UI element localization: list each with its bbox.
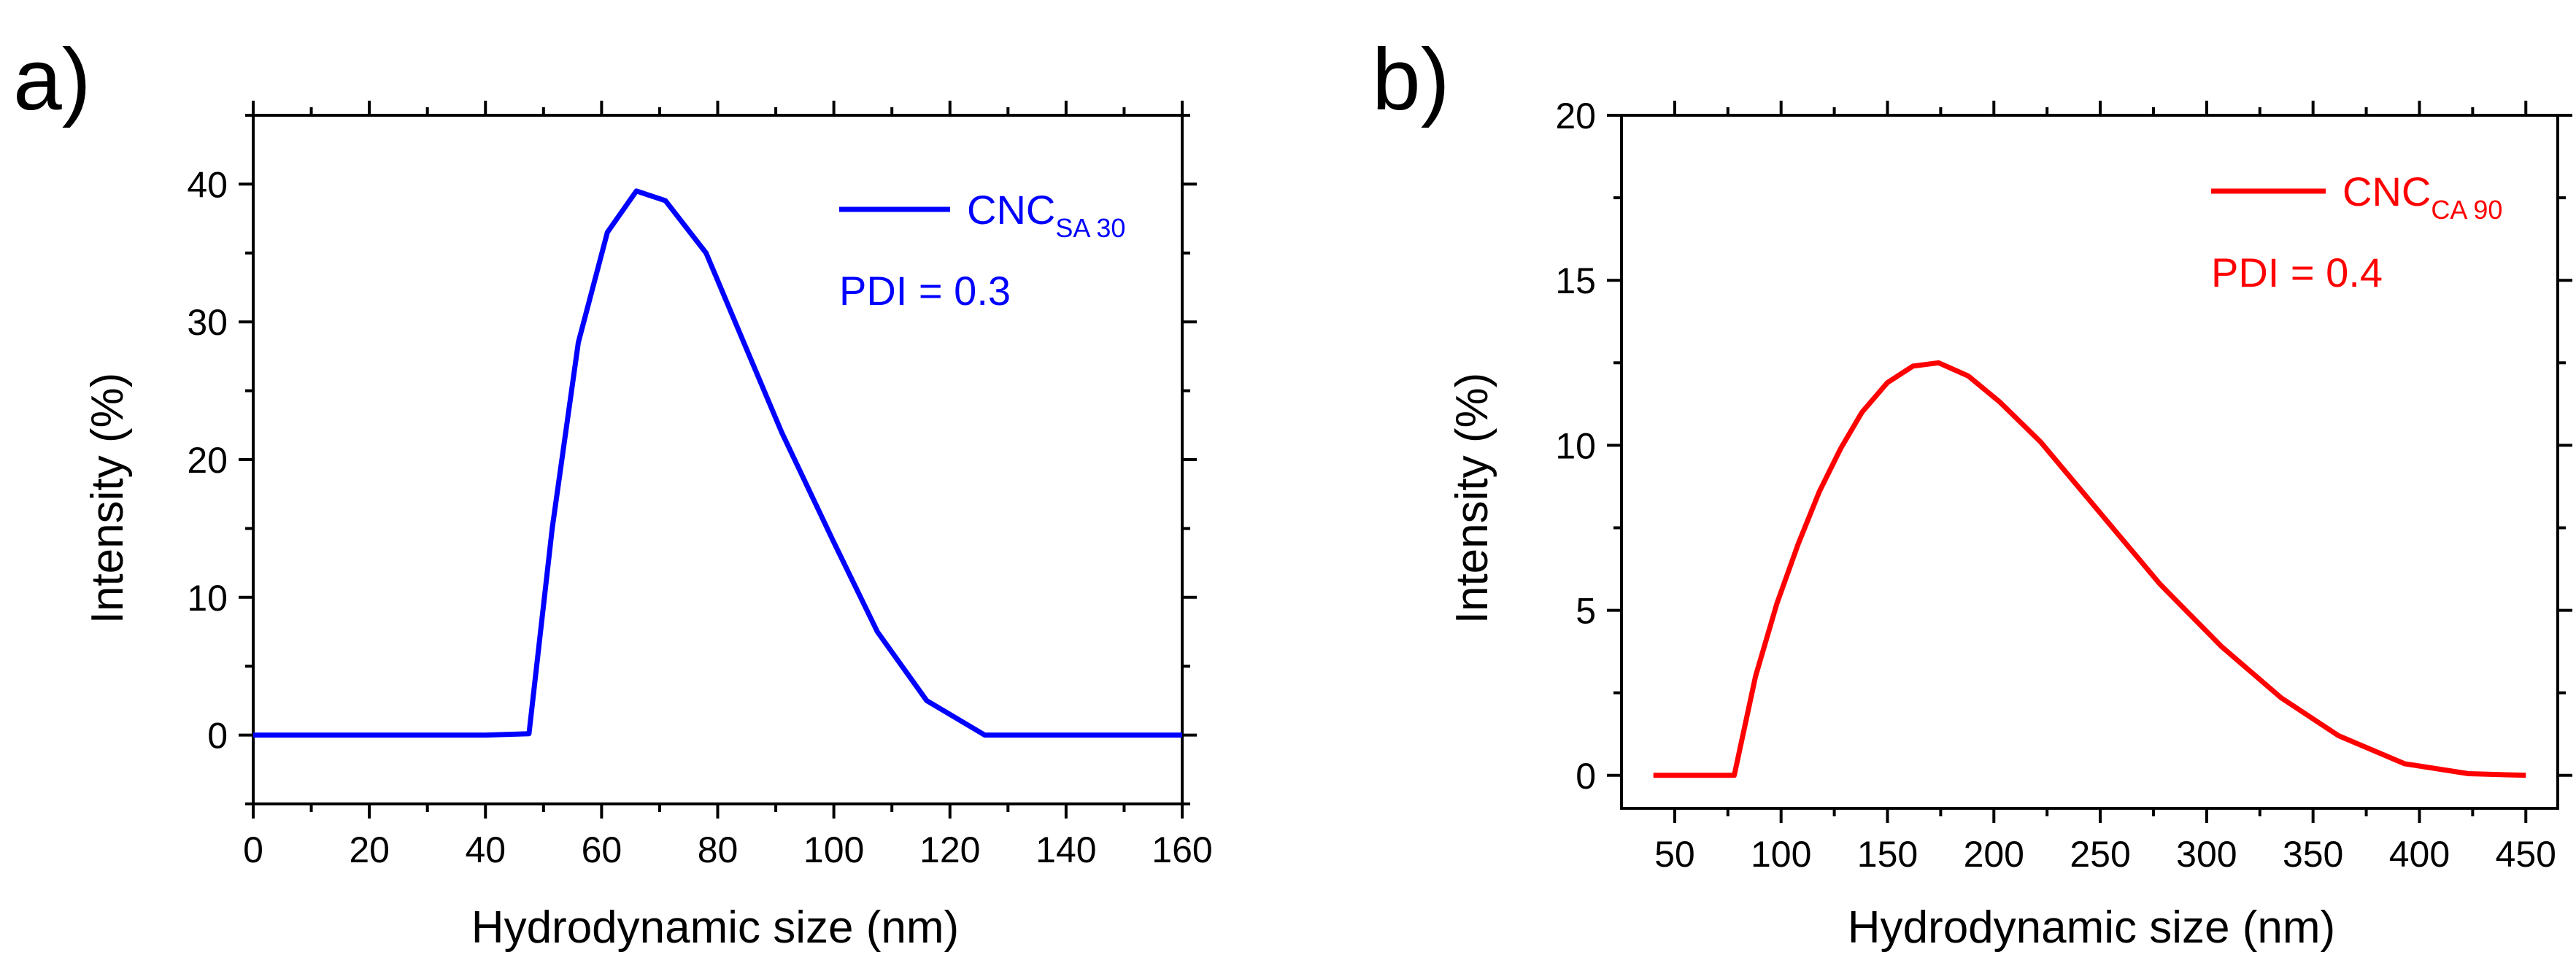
panel-a-x-tick-label: 40 (465, 829, 506, 870)
panel-b-y-tick-label: 5 (1576, 591, 1596, 632)
panel-a-x-tick-label: 20 (349, 829, 390, 870)
panel-b-y-axis-title: Intensity (%) (1447, 373, 1497, 624)
panel-a-pdi-annotation: PDI = 0.3 (839, 268, 1011, 314)
panel-a-x-tick-label: 60 (582, 829, 622, 870)
panel-b-x-tick-label: 150 (1857, 834, 1918, 875)
panel-b-x-tick-label: 100 (1751, 834, 1811, 875)
panel-b-x-tick-label: 250 (2070, 834, 2130, 875)
panel-b-legend-label: CNCCA 90 (2342, 169, 2502, 225)
panel-b-letter: b) (1372, 31, 1450, 128)
panel-b-x-tick-label: 300 (2176, 834, 2237, 875)
panel-b-pdi-annotation: PDI = 0.4 (2211, 249, 2383, 295)
panel-b-x-tick-label: 200 (1964, 834, 2024, 875)
panel-a-legend-subscript: SA 30 (1055, 213, 1125, 243)
panel-b-y-tick-label: 15 (1555, 260, 1596, 301)
panel-b-x-tick-label: 450 (2496, 834, 2556, 875)
panel-a-x-tick-label: 140 (1036, 829, 1096, 870)
panel-a-series-line (253, 188, 1182, 738)
panel-a-letter: a) (13, 31, 91, 128)
panel-a-legend-label: CNCSA 30 (967, 187, 1125, 243)
panel-a-y-axis-title: Intensity (%) (82, 373, 133, 624)
panel-b-chart: 50 100 150 200 250 300 350 400 450 0 5 10 15 20 CNCCA … (1555, 96, 2572, 875)
panel-b-series-line (1653, 360, 2526, 778)
panel-a-y-tick-label: 30 (187, 302, 228, 343)
panel-a-x-tick-label: 100 (803, 829, 864, 870)
panel-a-x-tick-label: 0 (243, 829, 263, 870)
panel-a-x-tick-label: 120 (919, 829, 980, 870)
panel-a-y-tick-label: 40 (187, 164, 228, 205)
panel-a-x-tick-label: 80 (698, 829, 739, 870)
panel-b-y-tick-label: 20 (1555, 96, 1596, 136)
panel-b-x-axis-title: Hydrodynamic size (nm) (1848, 902, 2335, 953)
panel-a-y-tick-label: 20 (187, 440, 228, 481)
panel-a-y-tick-label: 0 (207, 716, 228, 757)
panel-b-legend-subscript: CA 90 (2431, 195, 2502, 225)
panel-a-y-tick-label: 10 (187, 578, 228, 619)
panel-b-x-tick-label: 400 (2389, 834, 2450, 875)
panel-a-x-axis-title: Hydrodynamic size (nm) (471, 902, 959, 953)
panel-b-plot-frame (1620, 114, 2559, 810)
panel-a-chart: 0 20 40 60 80 100 120 140 160 0 10 20 30 40 CNCSA 30 PD… (187, 101, 1213, 870)
panel-b-x-tick-label: 50 (1654, 834, 1695, 875)
panel-b-x-tick-label: 350 (2283, 834, 2343, 875)
panel-b-y-tick-label: 0 (1576, 756, 1596, 797)
panel-b-y-tick-label: 10 (1555, 425, 1596, 466)
panel-a-x-tick-label: 160 (1152, 829, 1212, 870)
